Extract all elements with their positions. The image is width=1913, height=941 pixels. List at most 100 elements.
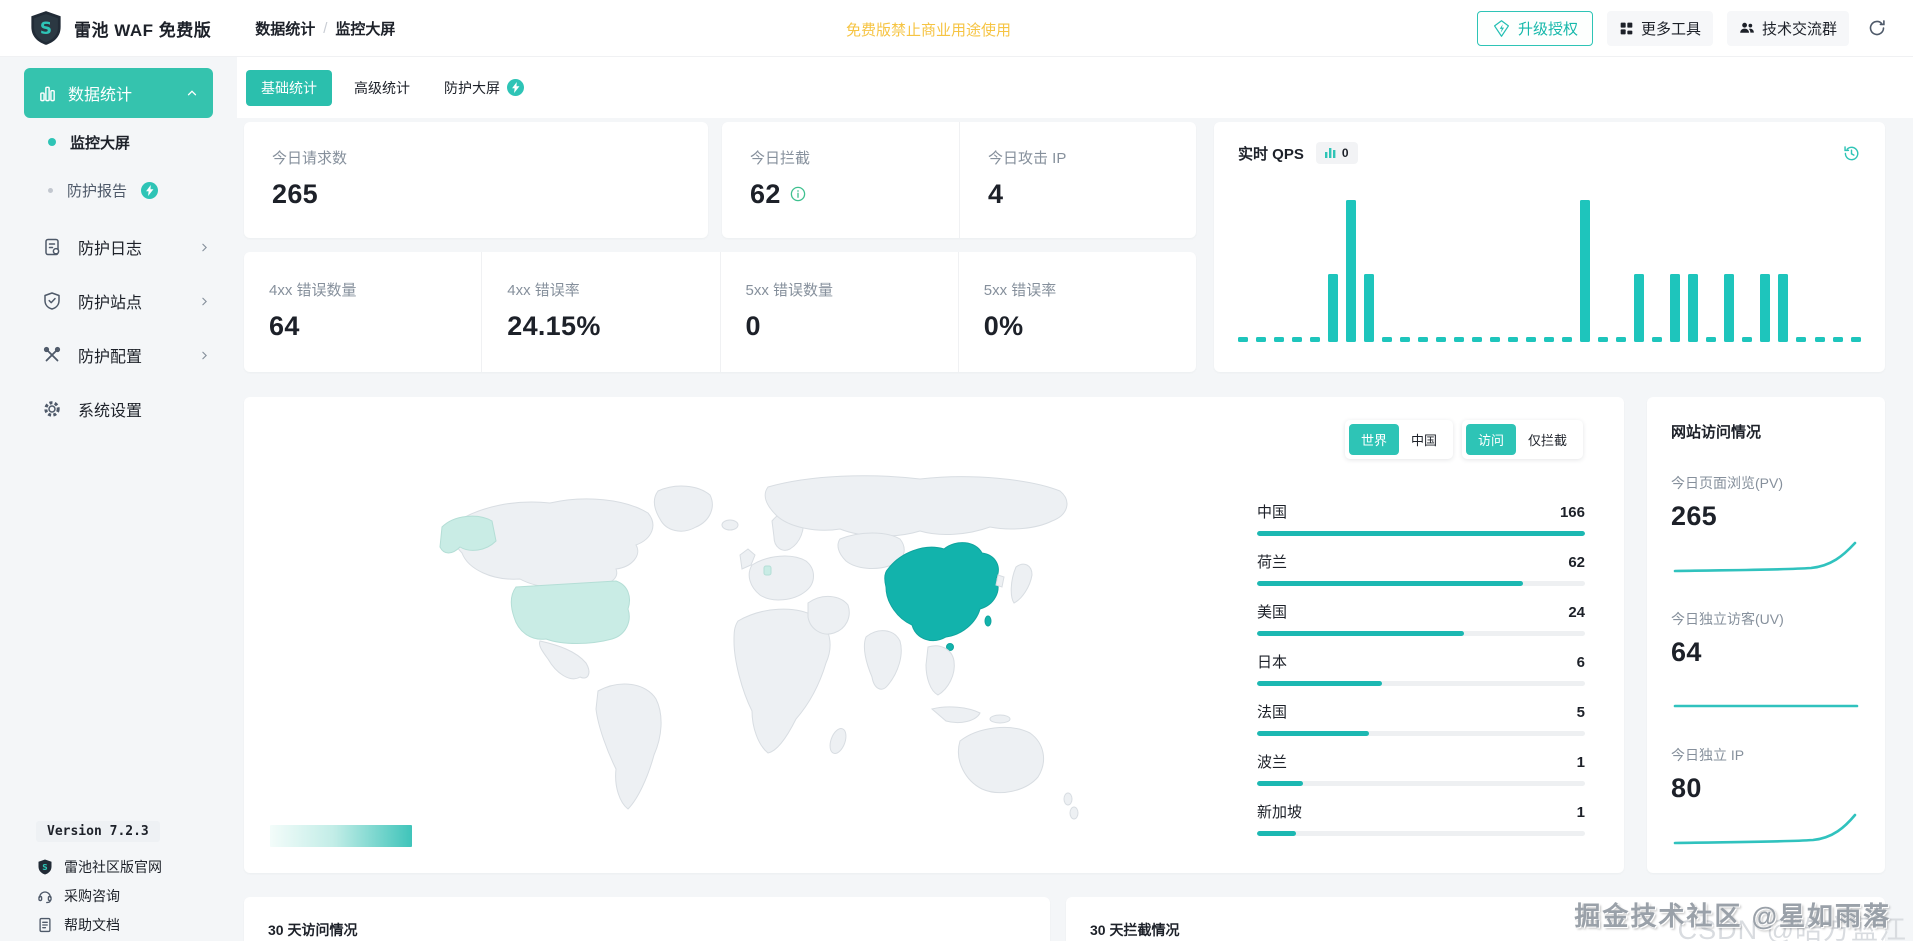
tab-label: 基础统计 — [261, 79, 317, 96]
tab-advanced-stats[interactable]: 高级统计 — [342, 70, 422, 106]
pro-bolt-icon — [507, 79, 524, 96]
stat-value: 265 — [272, 179, 318, 209]
stat-value: 0 — [745, 311, 761, 341]
breadcrumb-section[interactable]: 数据统计 — [255, 20, 316, 38]
metric-pv: 今日页面浏览(PV) 265 — [1671, 473, 1861, 578]
toggle-china[interactable]: 中国 — [1410, 433, 1437, 448]
community-label: 技术交流群 — [1761, 20, 1837, 38]
country-bar-track — [1257, 531, 1585, 536]
log-file-icon — [42, 237, 62, 257]
qps-bar — [1634, 274, 1645, 342]
card-today-requests: 今日请求数 265 — [244, 122, 708, 238]
qps-bar — [1256, 337, 1267, 342]
stat-value: 265 — [1671, 501, 1717, 531]
history-refresh-icon[interactable] — [1842, 144, 1861, 163]
toggle-visits[interactable]: 访问 — [1465, 424, 1516, 455]
qps-bar — [1796, 337, 1807, 342]
chevron-right-icon — [198, 241, 211, 254]
toggle-blocked-only[interactable]: 仅拦截 — [1527, 433, 1567, 448]
qps-bar — [1418, 337, 1429, 342]
stat-label: 今日攻击 IP — [988, 150, 1067, 167]
tab-protection-screen[interactable]: 防护大屏 — [432, 70, 536, 106]
sidebar-item-protection-config[interactable]: 防护配置 — [0, 328, 237, 382]
country-bar-track — [1257, 831, 1585, 836]
country-row: 日本 6 — [1257, 651, 1585, 686]
card-today-blocked: 今日拦截 62 今日攻击 IP 4 — [722, 122, 1196, 238]
stat-value: 4 — [988, 179, 1004, 209]
logout-icon[interactable] — [1863, 14, 1891, 42]
qps-bar — [1472, 337, 1483, 342]
qps-chart[interactable] — [1238, 198, 1861, 342]
sidebar-item-label: 系统设置 — [78, 403, 143, 420]
country-bar-fill — [1257, 731, 1369, 736]
qps-bar — [1346, 200, 1357, 342]
qps-bar — [1670, 274, 1681, 342]
qps-bar — [1832, 337, 1843, 342]
country-name: 新加坡 — [1257, 804, 1303, 821]
link-help-docs[interactable]: 帮助文档 — [0, 910, 237, 939]
upgrade-license-button[interactable]: 升级授权 — [1476, 10, 1593, 46]
top-header: S 雷池 WAF 免费版 数据统计 / 监控大屏 免费版禁止商业用途使用 升级授… — [0, 0, 1913, 57]
chevron-right-icon — [198, 295, 211, 308]
link-community-site[interactable]: S 雷池社区版官网 — [0, 852, 237, 881]
card-30d-blocks: 30 天拦截情况 — [1066, 897, 1885, 941]
country-value: 166 — [1559, 504, 1585, 521]
sidebar-item-protection-logs[interactable]: 防护日志 — [0, 220, 237, 274]
country-bar-fill — [1257, 531, 1585, 536]
chevron-right-icon — [198, 349, 211, 362]
sidebar-item-statistics[interactable]: 数据统计 — [24, 68, 213, 118]
brand: S 雷池 WAF 免费版 — [28, 10, 211, 46]
country-list: 中国 166 荷兰 62 美国 24 日本 6 法国 5 波兰 1 新加坡 1 — [1257, 501, 1585, 851]
country-bar-track — [1257, 631, 1585, 636]
stat-label: 5xx 错误数量 — [745, 282, 834, 299]
country-bar-track — [1257, 581, 1585, 586]
sidebar-item-system-settings[interactable]: 系统设置 — [0, 382, 237, 436]
qps-bar — [1850, 337, 1861, 342]
gear-icon — [42, 399, 62, 419]
qps-title: 实时 QPS — [1238, 145, 1304, 163]
qps-current-badge: 0 — [1315, 142, 1358, 164]
tab-basic-stats[interactable]: 基础统计 — [246, 69, 332, 106]
pro-bolt-icon — [141, 181, 159, 199]
card-30d-visits: 30 天访问情况 — [244, 897, 1050, 941]
stat-label: 今日独立访客(UV) — [1671, 611, 1784, 627]
breadcrumb-separator: / — [323, 19, 328, 37]
link-purchase-consult[interactable]: 采购咨询 — [0, 881, 237, 910]
info-icon[interactable] — [790, 186, 806, 202]
qps-current-value: 0 — [1341, 146, 1349, 160]
qps-bar — [1328, 274, 1339, 342]
country-bar-fill — [1257, 831, 1297, 836]
sidebar-item-label: 数据统计 — [68, 87, 133, 104]
upgrade-bolt-icon — [1492, 19, 1511, 38]
qps-bar — [1508, 337, 1519, 342]
stat-label: 今日页面浏览(PV) — [1671, 475, 1783, 491]
country-bar-track — [1257, 781, 1585, 786]
qps-bar — [1292, 337, 1303, 342]
toggle-world[interactable]: 世界 — [1348, 424, 1399, 455]
pv-sparkline — [1673, 541, 1857, 573]
country-name: 荷兰 — [1257, 554, 1288, 571]
tab-label: 防护大屏 — [444, 79, 500, 96]
card-realtime-qps: 实时 QPS 0 — [1214, 122, 1885, 372]
world-map[interactable] — [420, 469, 1085, 849]
sidebar-item-monitor-screen[interactable]: 监控大屏 — [0, 118, 237, 166]
stat-today-attack-ip: 今日攻击 IP 4 — [959, 122, 1196, 238]
qps-bar — [1598, 337, 1609, 342]
card-world-map: 世界 中国 访问 仅拦截 — [244, 397, 1624, 873]
document-icon — [37, 917, 53, 933]
qps-bar — [1400, 337, 1411, 342]
tab-label: 高级统计 — [354, 79, 410, 96]
country-bar-fill — [1257, 781, 1303, 786]
sidebar-item-protected-sites[interactable]: 防护站点 — [0, 274, 237, 328]
country-bar-fill — [1257, 581, 1523, 586]
stat-label: 5xx 错误率 — [983, 282, 1057, 299]
qps-bar — [1436, 337, 1447, 342]
more-tools-button[interactable]: 更多工具 — [1606, 10, 1713, 46]
community-button[interactable]: 技术交流群 — [1726, 10, 1849, 46]
stat-label: 4xx 错误数量 — [269, 282, 357, 299]
ip-sparkline — [1673, 813, 1857, 845]
qps-bar — [1580, 200, 1591, 342]
active-dot-icon — [48, 138, 56, 146]
sidebar-item-protection-report[interactable]: 防护报告 — [0, 166, 237, 214]
country-value: 6 — [1576, 654, 1585, 671]
